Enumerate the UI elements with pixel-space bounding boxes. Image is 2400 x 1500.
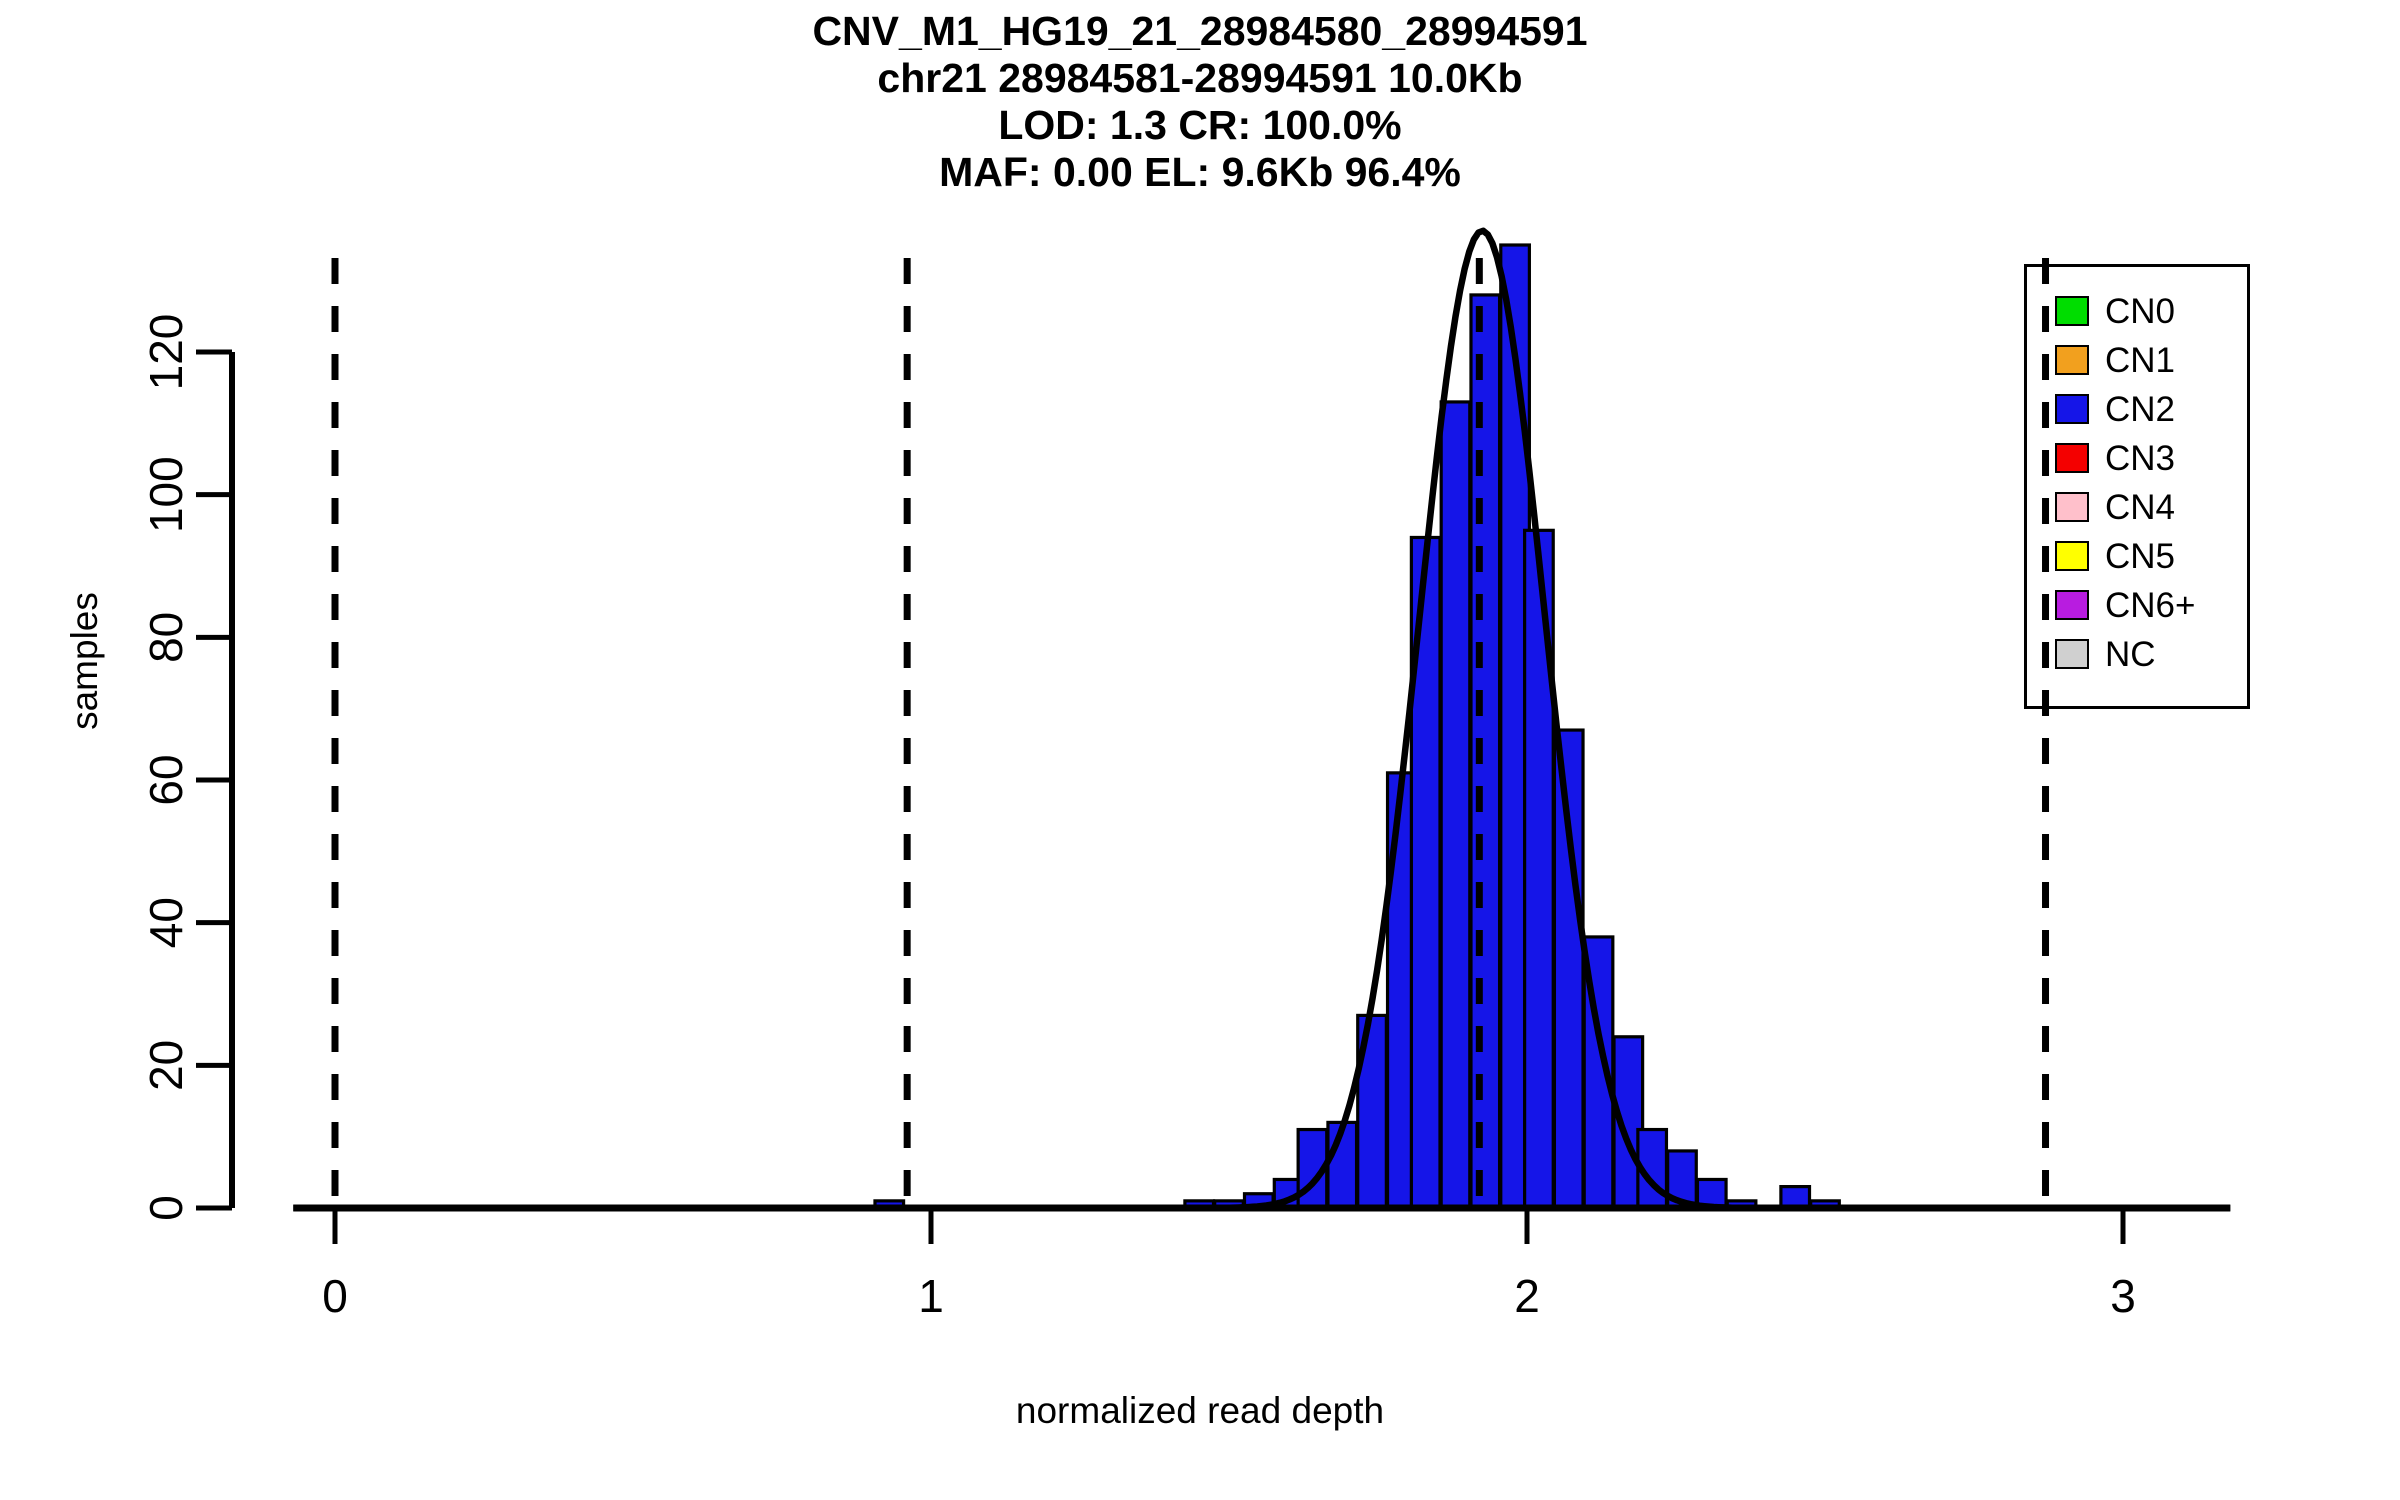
density-curve xyxy=(293,227,2231,1212)
x-tick-label: 0 xyxy=(322,1270,348,1322)
legend-item-cn2[interactable]: CN2 xyxy=(2055,389,2195,429)
histogram-bar xyxy=(1356,1013,1388,1210)
legend-label: NC xyxy=(2105,634,2156,674)
legend-swatch-icon xyxy=(2055,394,2089,424)
tick-labels: 0 1 2 3 0 20 40 60 80 100 120 xyxy=(140,314,2136,1322)
legend-swatch-icon xyxy=(2055,492,2089,522)
legend-items: CN0 CN1 CN2 CN3 CN4 CN5 CN6+ NC xyxy=(2055,291,2195,674)
y-tick-label: 60 xyxy=(140,754,192,805)
legend-swatch-icon xyxy=(2055,443,2089,473)
x-tick-label: 3 xyxy=(2110,1270,2136,1322)
y-tick-label: 120 xyxy=(140,314,192,391)
histogram-bar xyxy=(1439,400,1472,1210)
y-tick-label: 80 xyxy=(140,612,192,663)
legend-item-nc[interactable]: NC xyxy=(2055,634,2195,674)
legend-swatch-icon xyxy=(2055,541,2089,571)
x-tick-label: 2 xyxy=(1514,1270,1540,1322)
legend-label: CN4 xyxy=(2105,487,2176,527)
expected-copy-number-lines xyxy=(331,258,2050,1208)
legend-item-cn1[interactable]: CN1 xyxy=(2055,340,2195,380)
histogram-bar xyxy=(1552,728,1585,1210)
x-tick-label: 1 xyxy=(918,1270,944,1322)
legend-item-cn6plus[interactable]: CN6+ xyxy=(2055,585,2195,625)
legend-label: CN3 xyxy=(2105,438,2176,478)
x-axis-label: normalized read depth xyxy=(1015,1390,1385,1431)
y-tick-label: 40 xyxy=(140,897,192,948)
y-tick-label: 0 xyxy=(140,1195,192,1221)
legend-item-cn0[interactable]: CN0 xyxy=(2055,291,2195,331)
legend-swatch-icon xyxy=(2055,296,2089,326)
legend-item-cn3[interactable]: CN3 xyxy=(2055,438,2195,478)
legend-swatch-icon xyxy=(2055,590,2089,620)
legend-label: CN1 xyxy=(2105,340,2176,380)
y-tick-label: 100 xyxy=(140,456,192,533)
density-curve-path xyxy=(293,227,2231,1212)
legend-swatch-icon xyxy=(2055,345,2089,375)
legend-swatch-icon xyxy=(2055,639,2089,669)
legend-label: CN6+ xyxy=(2105,585,2196,625)
legend-item-cn5[interactable]: CN5 xyxy=(2055,536,2195,576)
legend-item-cn4[interactable]: CN4 xyxy=(2055,487,2195,527)
legend-label: CN0 xyxy=(2105,291,2176,331)
legend-label: CN5 xyxy=(2105,536,2176,576)
y-tick-label: 20 xyxy=(140,1040,192,1091)
legend-box: CN0 CN1 CN2 CN3 CN4 CN5 CN6+ NC xyxy=(2024,264,2250,709)
legend-label: CN2 xyxy=(2105,389,2176,429)
axes-layer xyxy=(196,349,2231,1244)
histogram-bar xyxy=(1469,293,1502,1210)
